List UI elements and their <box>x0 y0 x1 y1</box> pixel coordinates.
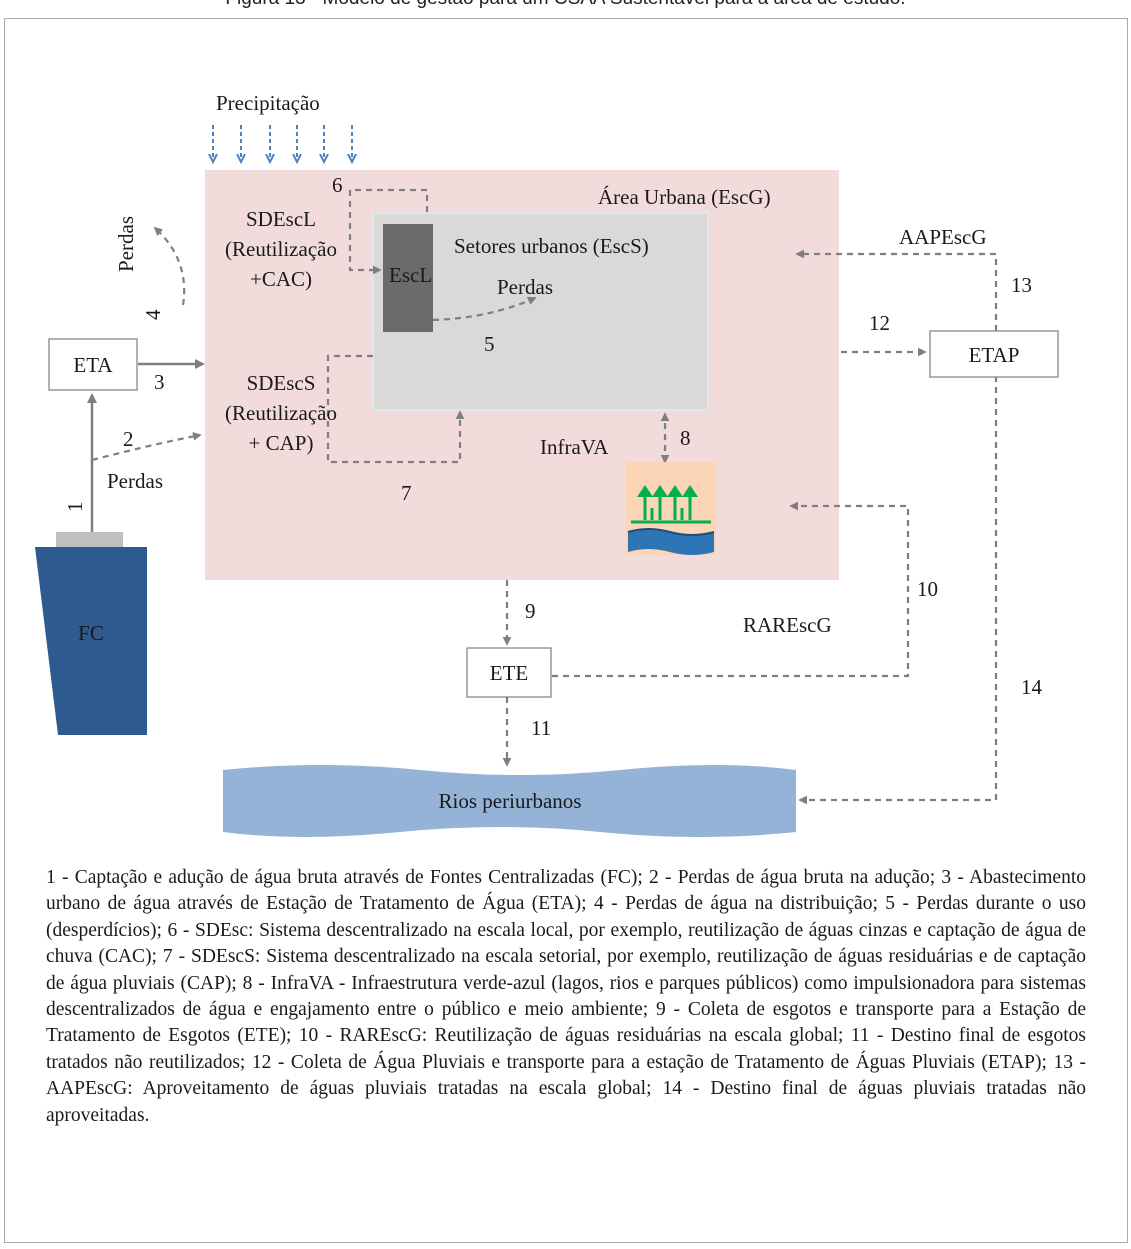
infrava-label: InfraVA <box>540 435 609 459</box>
solid-flow-arrows <box>87 359 205 532</box>
fc-label: FC <box>78 621 104 645</box>
rivers-shape <box>223 765 796 837</box>
flow-number-12: 12 <box>869 311 890 335</box>
perdas-inner-label: Perdas <box>497 275 553 299</box>
ete-box <box>466 647 552 698</box>
escl-box <box>383 224 433 332</box>
dashed-flow-arrows <box>91 188 998 805</box>
etap-label: ETAP <box>969 343 1020 367</box>
water-management-diagram: Precipitação Área Urbana (EscG) Setores … <box>35 91 1059 837</box>
legend-text: 1 - Captação e adução de água bruta atra… <box>46 867 1086 1126</box>
flow-number-4: 4 <box>141 309 165 320</box>
urban-area-label: Área Urbana (EscG) <box>598 185 771 209</box>
flow-number-7: 7 <box>401 481 412 505</box>
flow-number-5: 5 <box>484 332 495 356</box>
fc-source-shape <box>35 547 147 735</box>
sdescl-line2: (Reutilização <box>225 237 337 261</box>
flow-number-2: 2 <box>123 427 134 451</box>
flow-number-8: 8 <box>680 426 691 450</box>
perdas-top-label: Perdas <box>114 216 138 272</box>
flow-number-14: 14 <box>1021 675 1043 699</box>
aapescg-label: AAPEscG <box>899 225 987 249</box>
sdescl-line3: +CAC) <box>250 267 312 291</box>
etap-box <box>929 330 1059 378</box>
perdas-bottom-label: Perdas <box>107 469 163 493</box>
figure-frame <box>4 18 1128 1243</box>
flow-number-1: 1 <box>63 502 87 513</box>
precipitation-arrows <box>213 125 352 160</box>
flow-number-9: 9 <box>525 599 536 623</box>
infrava-icon <box>626 462 716 555</box>
urban-sectors-label: Setores urbanos (EscS) <box>454 234 649 258</box>
flow-number-11: 11 <box>531 716 551 740</box>
precipitation-label: Precipitação <box>216 91 320 115</box>
sdescs-line1: SDEscS <box>247 371 316 395</box>
sdescs-line3: + CAP) <box>249 431 314 455</box>
ete-label: ETE <box>490 661 528 685</box>
eta-box <box>48 338 138 391</box>
figure-caption: Figura 13 - Modelo de gestão para um CSA… <box>0 0 1131 10</box>
rarescg-label: RAREscG <box>743 613 832 637</box>
escl-label: EscL <box>389 263 432 287</box>
sdescs-line2: (Reutilização <box>225 401 337 425</box>
fc-cap <box>56 532 123 547</box>
flow-number-3: 3 <box>154 370 165 394</box>
eta-label: ETA <box>73 353 113 377</box>
flow-number-10: 10 <box>917 577 938 601</box>
flow-number-6: 6 <box>332 173 343 197</box>
rivers-label: Rios periurbanos <box>439 789 582 813</box>
flow-number-13: 13 <box>1011 273 1032 297</box>
sdescl-line1: SDEscL <box>246 207 316 231</box>
